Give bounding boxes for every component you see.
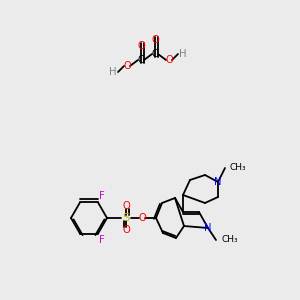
Text: H: H bbox=[179, 49, 187, 59]
Text: C: C bbox=[138, 55, 144, 65]
Text: O: O bbox=[122, 201, 130, 211]
Text: CH₃: CH₃ bbox=[221, 236, 238, 244]
Text: C: C bbox=[152, 49, 158, 59]
Text: O: O bbox=[165, 55, 173, 65]
Text: O: O bbox=[122, 225, 130, 235]
Text: S: S bbox=[122, 213, 130, 223]
Text: O: O bbox=[123, 61, 131, 71]
Text: N: N bbox=[214, 177, 222, 187]
Text: O: O bbox=[151, 35, 159, 45]
Text: O: O bbox=[137, 41, 145, 51]
Text: N: N bbox=[204, 223, 212, 233]
Text: O: O bbox=[138, 213, 146, 223]
Text: F: F bbox=[99, 191, 104, 201]
Text: F: F bbox=[99, 235, 104, 245]
Text: CH₃: CH₃ bbox=[230, 164, 247, 172]
Text: H: H bbox=[109, 67, 117, 77]
